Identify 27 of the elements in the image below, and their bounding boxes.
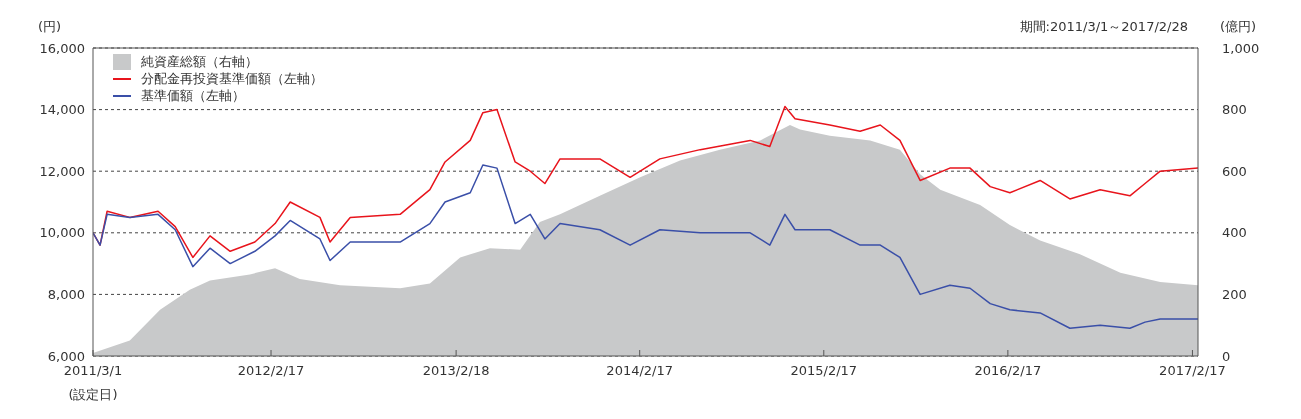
y2-tick-label: 0 <box>1222 348 1231 364</box>
y2-tick-label: 400 <box>1222 225 1247 241</box>
y-tick-label: 10,000 <box>39 225 85 241</box>
chart-subtitle: 期間:2011/3/1～2017/2/28 <box>1019 18 1188 36</box>
y2-tick-label: 1,000 <box>1222 40 1260 56</box>
x-tick-label: 2013/2/18 <box>422 363 490 379</box>
y2-axis-title: (億円) <box>1220 18 1257 36</box>
y-tick-label: 16,000 <box>39 40 85 56</box>
x-tick-label: 2016/2/17 <box>974 363 1042 379</box>
y-tick-label: 6,000 <box>47 348 85 364</box>
legend-label: 基準価額（左軸） <box>141 87 245 104</box>
y-tick-label: 14,000 <box>39 102 85 118</box>
text: (設定日) <box>67 386 119 404</box>
y-tick-label: 8,000 <box>47 287 85 303</box>
x-tick-label: 2012/2/17 <box>237 363 305 379</box>
y2-tick-label: 800 <box>1222 102 1247 118</box>
x-tick-label: 2017/2/17 <box>1159 363 1226 379</box>
y-axis-title: (円) <box>38 18 62 36</box>
line-series <box>93 164 1198 330</box>
y-tick-label: 12,000 <box>39 163 85 179</box>
legend-label: 分配金再投資基準価額（左軸） <box>141 70 323 87</box>
x-tick-label: 2014/2/17 <box>606 363 674 379</box>
x-tick-label: 2011/3/1 <box>63 363 123 379</box>
legend-label: 純資産総額（右軸） <box>141 53 258 70</box>
y2-tick-label: 200 <box>1222 287 1247 303</box>
x-tick-label: 2015/2/17 <box>790 363 858 379</box>
y2-tick-label: 600 <box>1222 163 1247 179</box>
